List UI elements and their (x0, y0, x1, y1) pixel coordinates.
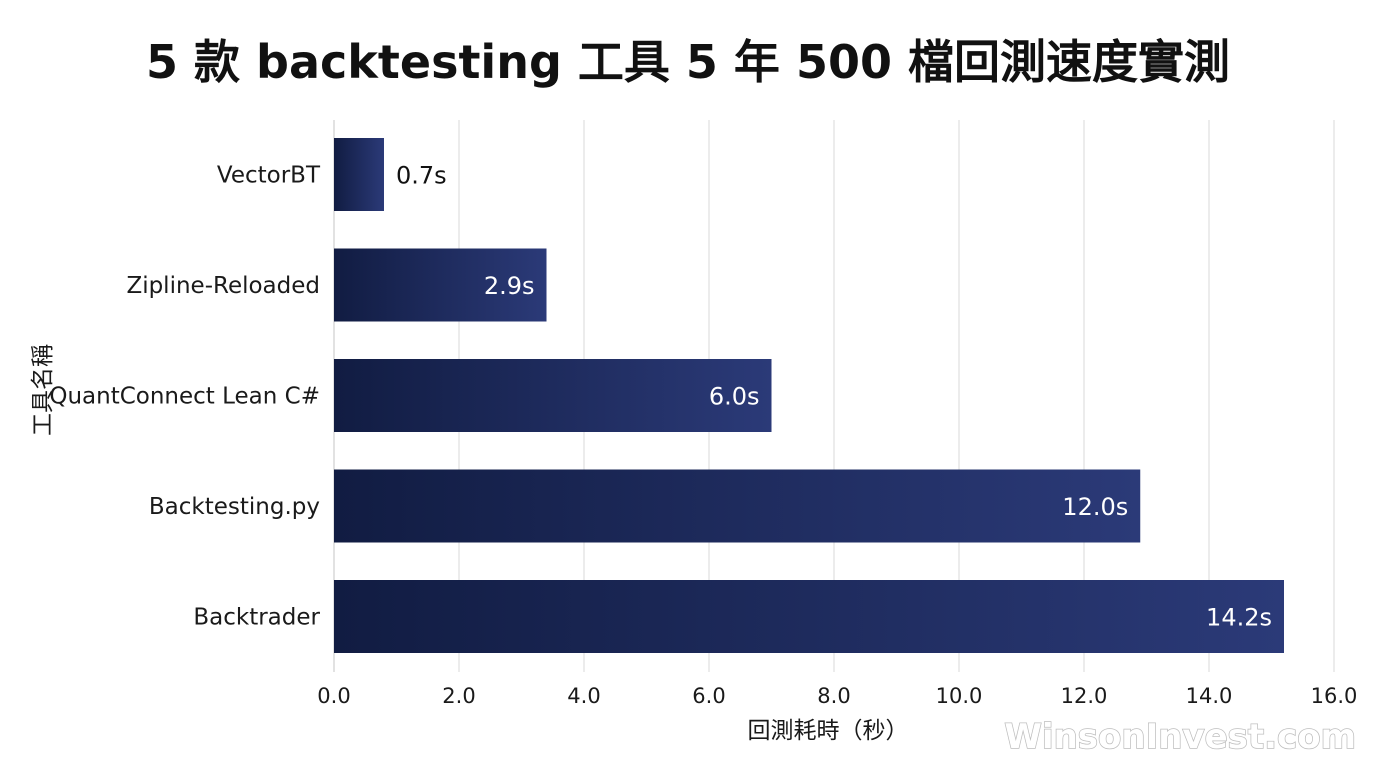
category-label: Backtrader (193, 605, 320, 631)
bar (334, 138, 384, 211)
category-label: Backtesting.py (149, 494, 320, 520)
bar (334, 359, 772, 432)
x-tick-label: 12.0 (1061, 684, 1108, 708)
x-tick-label: 10.0 (936, 684, 983, 708)
data-label: 12.0s (1062, 493, 1128, 521)
x-tick-label: 8.0 (817, 684, 850, 708)
data-label: 14.2s (1206, 604, 1272, 632)
bars: 0.7s 2.9s 6.0s 12.0s 14.2s (334, 138, 1284, 653)
category-label: VectorBT (217, 163, 321, 189)
category-labels: VectorBT Zipline-Reloaded QuantConnect Lea… (49, 163, 321, 631)
watermark: WinsonInvest.com (1004, 717, 1356, 757)
chart-title: 5 款 backtesting 工具 5 年 500 檔回測速度實測 (146, 35, 1230, 89)
x-tick-labels: 0.0 2.0 4.0 6.0 8.0 10.0 12.0 14.0 16.0 (317, 684, 1357, 708)
x-tick-label: 2.0 (442, 684, 475, 708)
data-label: 0.7s (396, 162, 447, 190)
x-tick-label: 16.0 (1311, 684, 1358, 708)
x-tick-label: 0.0 (317, 684, 350, 708)
bar (334, 469, 1141, 543)
category-label: Zipline-Reloaded (126, 273, 320, 299)
category-label: QuantConnect Lean C# (49, 384, 320, 410)
x-tick-label: 14.0 (1186, 684, 1233, 708)
x-axis-title: 回測耗時（秒） (748, 718, 909, 744)
x-tick-label: 4.0 (567, 684, 600, 708)
data-label: 2.9s (484, 272, 535, 300)
bar (334, 580, 1284, 653)
x-tick-label: 6.0 (692, 684, 725, 708)
y-axis-title: 工具名稱 (30, 344, 56, 436)
data-label: 6.0s (709, 383, 760, 411)
bar (334, 248, 547, 322)
